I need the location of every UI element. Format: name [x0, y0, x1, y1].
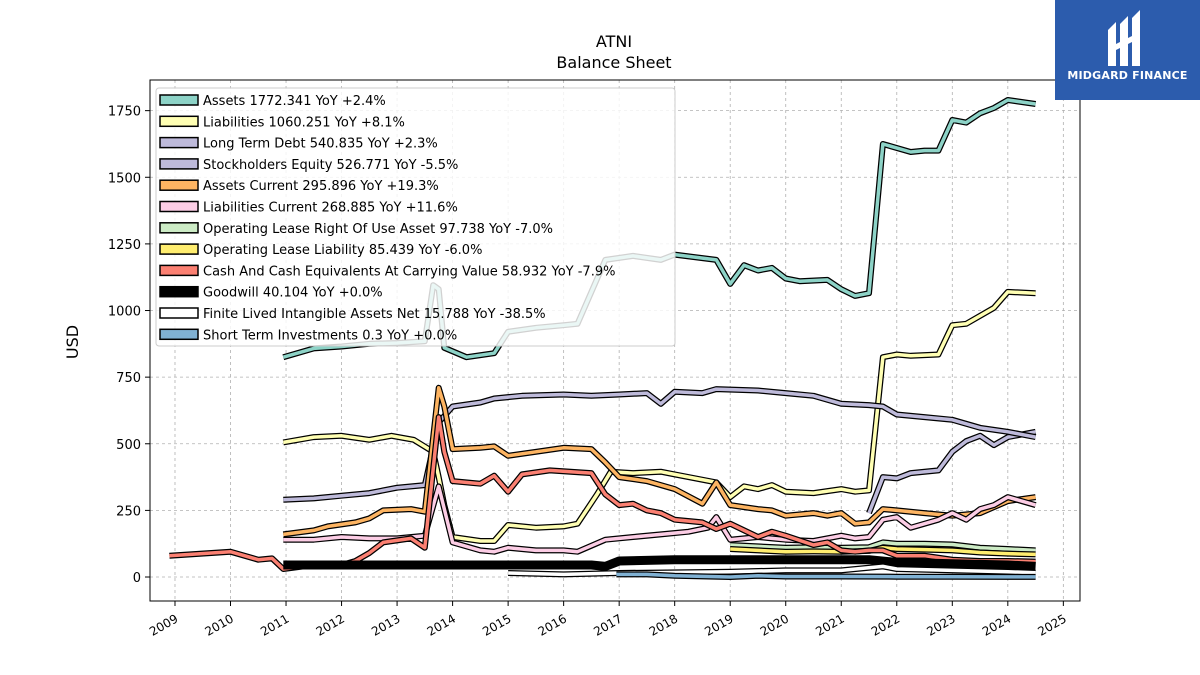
y-tick-label: 750: [116, 371, 141, 386]
legend-entry: Finite Lived Intangible Assets Net 15.78…: [203, 307, 546, 322]
legend-entry: Operating Lease Right Of Use Asset 97.73…: [203, 222, 553, 237]
series-line: [169, 415, 1036, 571]
x-tick-label: 2011: [258, 611, 291, 638]
x-tick-label: 2014: [425, 611, 458, 638]
legend-entry: Assets 1772.341 YoY +2.4%: [203, 94, 386, 109]
x-tick-label: 2009: [147, 611, 180, 638]
legend-entry: Liabilities Current 268.885 YoY +11.6%: [203, 201, 458, 216]
x-tick-label: 2022: [869, 611, 902, 638]
legend-entry: Short Term Investments 0.3 YoY +0.0%: [203, 328, 457, 343]
legend-entry: Cash And Cash Equivalents At Carrying Va…: [203, 264, 615, 279]
x-tick-label: 2013: [369, 611, 402, 638]
y-tick-label: 500: [116, 438, 141, 453]
legend-entry: Liabilities 1060.251 YoY +8.1%: [203, 115, 405, 130]
x-tick-label: 2019: [702, 611, 735, 638]
y-tick-label: 0: [133, 571, 141, 586]
series-layer: [169, 97, 1037, 580]
y-tick-label: 250: [116, 504, 141, 519]
x-tick-label: 2012: [314, 611, 347, 638]
midgard-logo-icon: [1108, 10, 1140, 66]
series-line: [508, 564, 1036, 577]
y-axis-label: USD: [63, 325, 82, 359]
chart-title: ATNI: [596, 32, 632, 51]
x-tick-label: 2016: [536, 611, 569, 638]
y-tick-label: 1500: [108, 171, 141, 186]
legend-swatch: [159, 94, 199, 106]
series-9: [283, 555, 1036, 571]
y-tick-label: 1000: [108, 305, 141, 320]
x-tick-label: 2020: [758, 611, 791, 638]
series-4: [282, 384, 1037, 538]
legend-swatch: [159, 179, 199, 191]
legend-swatch: [159, 328, 199, 341]
legend-entry: Assets Current 295.896 YoY +19.3%: [203, 179, 439, 194]
x-tick-label: 2015: [480, 611, 513, 638]
series-5: [283, 483, 1037, 555]
y-tick-label: 1750: [108, 105, 141, 120]
logo-text: MIDGARD FINANCE: [1067, 69, 1188, 82]
legend-swatch: [159, 115, 199, 128]
series-line: [283, 484, 1037, 554]
legend-box: [155, 87, 676, 347]
plot-area-frame: [149, 79, 1081, 602]
chart-subtitle: Balance Sheet: [556, 53, 671, 72]
legend-swatch: [159, 200, 199, 213]
x-tick-label: 2017: [591, 611, 624, 638]
series-outline: [283, 555, 1036, 571]
legend-swatch: [159, 285, 199, 298]
legend-entry: Long Term Debt 540.835 YoY +2.3%: [203, 137, 438, 152]
legend-entry: Goodwill 40.104 YoY +0.0%: [203, 286, 383, 301]
series-line: [730, 540, 1036, 553]
legend-swatch: [159, 307, 199, 319]
legend-swatch: [159, 243, 199, 255]
legend-swatch: [159, 222, 199, 234]
legend: Assets 1772.341 YoY +2.4% Liabilities 106…: [155, 87, 676, 347]
x-tick-label: 2010: [203, 611, 236, 638]
y-tick-label: 1250: [108, 238, 141, 253]
series-6: [730, 539, 1036, 554]
legend-swatch: [159, 264, 199, 277]
series-8: [169, 414, 1036, 572]
legend-swatch: [159, 136, 199, 149]
legend-entry: Stockholders Equity 526.771 YoY -5.5%: [203, 158, 458, 173]
series-line: [283, 386, 1036, 537]
x-tick-label: 2023: [924, 611, 957, 638]
legend-swatch: [159, 158, 199, 170]
legend-entry: Operating Lease Liability 85.439 YoY -6.…: [203, 243, 482, 258]
x-tick-label: 2018: [647, 611, 680, 638]
x-tick-label: 2024: [980, 611, 1013, 638]
midgard-finance-logo: MIDGARD FINANCE: [1055, 0, 1200, 100]
series-11: [616, 571, 1036, 580]
series-2: [866, 428, 1037, 515]
series-line: [616, 572, 1036, 579]
x-tick-label: 2021: [813, 611, 846, 638]
x-tick-label: 2025: [1035, 611, 1068, 638]
series-line: [867, 430, 1036, 514]
series-10: [508, 563, 1036, 578]
